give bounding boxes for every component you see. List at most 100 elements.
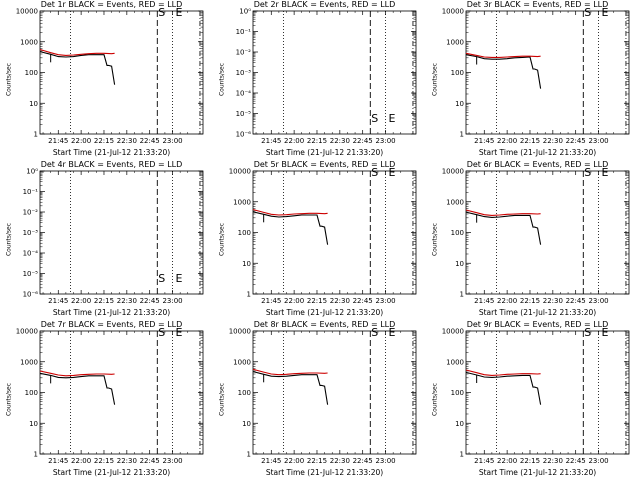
chart-panel-2: 10⁻⁶ 10⁻⁵ 10⁻⁴ 10⁻³ 10⁻² 10⁻¹ 10⁰ 21:45 22:00 22:…	[213, 0, 426, 160]
events-series-line	[465, 54, 542, 89]
y-tick-label: 100	[451, 389, 464, 397]
y-tick-label: 1	[460, 451, 464, 459]
plot-frame	[252, 330, 417, 455]
lld-series-line	[252, 208, 328, 216]
y-tick-label: 100	[451, 229, 464, 237]
y-tick-label: 10	[455, 100, 464, 108]
chart-title: Det 4r BLACK = Events, RED = LLD	[40, 160, 183, 169]
end-marker-label: E	[389, 166, 396, 179]
x-tick-label: 22:30	[330, 137, 350, 145]
lld-series-line	[252, 368, 328, 376]
end-marker-label: E	[602, 326, 609, 339]
y-tick-label: 10	[242, 260, 251, 268]
x-axis-label: Start Time (21-Jul-12 21:33:20)	[478, 308, 597, 317]
start-marker-label: S	[371, 112, 378, 125]
y-tick-label: 10⁻⁴	[23, 250, 39, 258]
y-tick-label: 10000	[442, 168, 464, 176]
x-tick-label: 22:00	[71, 457, 91, 465]
x-tick-label: 22:45	[566, 297, 586, 305]
x-tick-label: 21:45	[261, 137, 281, 145]
x-axis-label: Start Time (21-Jul-12 21:33:20)	[478, 148, 597, 157]
events-series-line	[465, 371, 542, 405]
x-tick-label: 21:45	[48, 457, 68, 465]
x-tick-label: 22:00	[497, 457, 517, 465]
x-tick-label: 22:15	[520, 457, 540, 465]
chart-svg: 1 10 100 1000 10000 21:45 22:00 22:15 22:30 22:45…	[16, 326, 204, 465]
y-tick-label: 1	[460, 291, 464, 299]
y-tick-label: 10⁻⁵	[23, 270, 39, 278]
end-marker-label: E	[176, 326, 183, 339]
lld-series-line	[465, 52, 541, 58]
lld-series-line	[465, 369, 541, 376]
y-axis-label: Counts/sec	[431, 222, 439, 257]
end-marker-label: E	[602, 166, 609, 179]
x-tick-label: 21:45	[474, 137, 494, 145]
x-tick-label: 22:45	[353, 137, 373, 145]
x-tick-label: 22:30	[117, 457, 137, 465]
x-tick-label: 22:15	[94, 457, 114, 465]
y-tick-label: 10	[29, 420, 38, 428]
events-series-line	[39, 372, 116, 405]
x-tick-label: 22:45	[566, 457, 586, 465]
x-tick-label: 22:30	[330, 297, 350, 305]
x-tick-label: 22:45	[566, 137, 586, 145]
chart-svg: 1 10 100 1000 10000 21:45 22:00 22:15 22:30 22:45…	[442, 6, 630, 145]
x-tick-label: 22:45	[140, 297, 160, 305]
start-marker-label: S	[371, 326, 378, 339]
y-axis-label: Counts/sec	[431, 382, 439, 417]
x-tick-label: 23:00	[375, 457, 395, 465]
chart-panel-9: 1 10 100 1000 10000 21:45 22:00 22:15 22:30 22:45…	[426, 320, 639, 480]
x-tick-label: 22:45	[353, 297, 373, 305]
y-tick-label: 10⁻⁴	[236, 90, 252, 98]
x-axis-label: Start Time (21-Jul-12 21:33:20)	[52, 468, 171, 477]
y-tick-label: 10⁻⁶	[23, 291, 39, 299]
x-tick-label: 22:00	[497, 137, 517, 145]
x-tick-label: 22:00	[284, 137, 304, 145]
y-tick-label: 10⁻³	[23, 229, 39, 237]
end-marker-label: E	[389, 326, 396, 339]
lld-series-line	[39, 48, 115, 56]
x-tick-label: 23:00	[162, 457, 182, 465]
y-tick-label: 10000	[442, 328, 464, 336]
y-tick-label: 10000	[442, 8, 464, 16]
x-tick-label: 22:15	[307, 457, 327, 465]
y-tick-label: 10⁰	[26, 168, 38, 176]
start-marker-label: S	[371, 166, 378, 179]
y-tick-label: 10⁻¹	[23, 188, 39, 196]
lld-series-line	[39, 370, 115, 377]
x-tick-label: 22:30	[117, 137, 137, 145]
y-tick-label: 10⁰	[239, 8, 251, 16]
y-tick-label: 1000	[446, 38, 464, 46]
plot-frame	[465, 10, 630, 135]
x-axis-label: Start Time (21-Jul-12 21:33:20)	[478, 468, 597, 477]
x-tick-label: 23:00	[588, 137, 608, 145]
y-axis-label: Counts/sec	[218, 222, 226, 257]
start-marker-label: S	[584, 166, 591, 179]
chart-title: Det 9r BLACK = Events, RED = LLD	[466, 320, 609, 329]
x-tick-label: 23:00	[162, 297, 182, 305]
chart-svg: 1 10 100 1000 10000 21:45 22:00 22:15 22:30 22:45…	[16, 6, 204, 145]
plot-frame	[465, 170, 630, 295]
x-axis-label: Start Time (21-Jul-12 21:33:20)	[52, 308, 171, 317]
x-tick-label: 22:30	[543, 297, 563, 305]
x-tick-label: 22:15	[307, 137, 327, 145]
chart-panel-1: 1 10 100 1000 10000 21:45 22:00 22:15 22:30 22:45…	[0, 0, 213, 160]
y-tick-label: 10⁻⁶	[236, 131, 252, 139]
y-tick-label: 1	[460, 131, 464, 139]
chart-svg: 1 10 100 1000 10000 21:45 22:00 22:15 22:30 22:45…	[229, 166, 417, 305]
y-tick-label: 1	[247, 451, 251, 459]
x-tick-label: 21:45	[474, 457, 494, 465]
chart-title: Det 1r BLACK = Events, RED = LLD	[40, 0, 183, 9]
y-tick-label: 10	[29, 100, 38, 108]
chart-panel-4: 10⁻⁶ 10⁻⁵ 10⁻⁴ 10⁻³ 10⁻² 10⁻¹ 10⁰ 21:45 22:00 22:…	[0, 160, 213, 320]
y-tick-label: 10⁻²	[23, 209, 39, 217]
x-tick-label: 21:45	[474, 297, 494, 305]
y-tick-label: 1000	[233, 358, 251, 366]
y-tick-label: 10	[455, 260, 464, 268]
y-axis-label: Counts/sec	[218, 62, 226, 97]
y-tick-label: 1000	[446, 198, 464, 206]
events-series-line	[252, 371, 329, 405]
chart-title: Det 5r BLACK = Events, RED = LLD	[253, 160, 396, 169]
